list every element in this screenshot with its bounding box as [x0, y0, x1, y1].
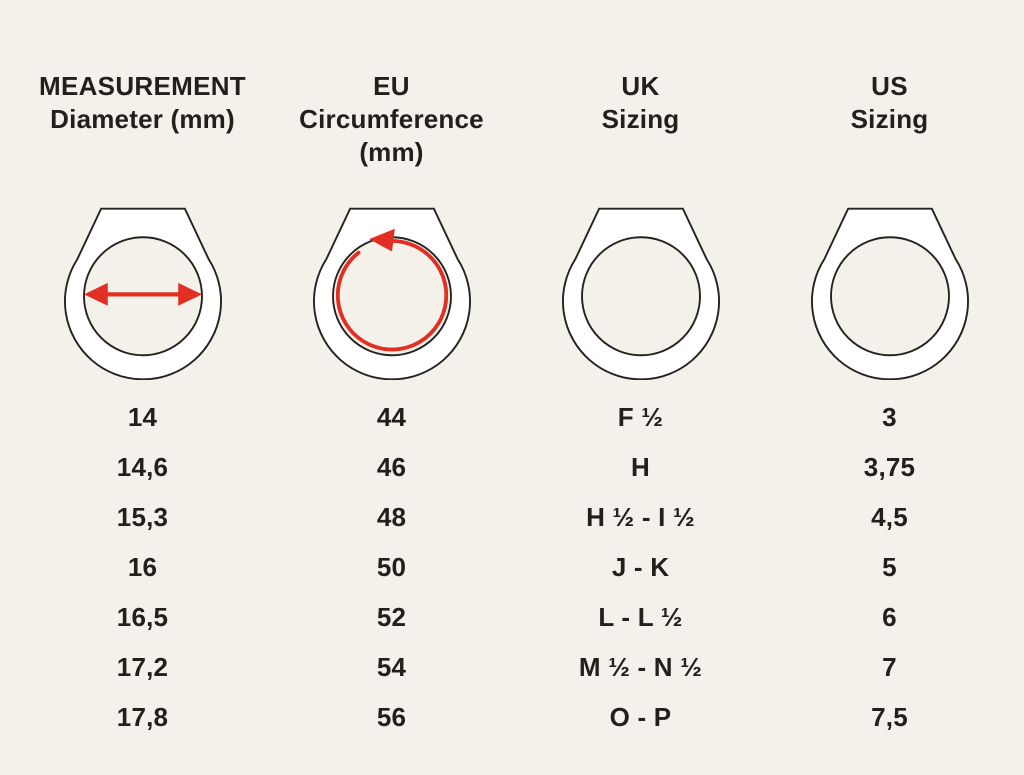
diameter-value: 16,5 [116, 601, 169, 632]
column-title-eu: EU [373, 71, 410, 101]
column-title-us: US [871, 71, 908, 101]
ring-illustration-eu [267, 203, 516, 380]
column-header-us: US Sizing [765, 70, 1014, 169]
column-header-uk: UK Sizing [516, 70, 765, 169]
eu-size-value: 52 [376, 601, 407, 632]
eu-size-value: 56 [376, 701, 407, 732]
ring-sizing-chart: MEASUREMENT Diameter (mm) EU Circumferen… [18, 0, 1014, 742]
diameter-arrow-icon [83, 282, 202, 306]
uk-size-value: J - K [611, 551, 670, 582]
diameter-value: 17,2 [116, 651, 169, 682]
circumference-arrow-icon [335, 228, 448, 352]
ring-with-diameter-arrow-icon [63, 207, 222, 380]
column-headers: MEASUREMENT Diameter (mm) EU Circumferen… [18, 70, 1014, 169]
size-conversion-table: 14 44 F ½ 3 14,6 46 H 3,75 15,3 48 H ½ -… [18, 392, 1014, 742]
ring-illustration-measurement [18, 203, 267, 380]
column-subtitle-diameter: Diameter (mm) [50, 104, 235, 134]
diameter-value: 15,3 [116, 501, 169, 532]
us-size-value: 5 [882, 551, 897, 582]
us-size-value: 3,75 [863, 451, 916, 482]
column-subtitle-circumference: Circumference (mm) [299, 104, 484, 167]
eu-size-value: 48 [376, 501, 407, 532]
ring-illustration-us [765, 203, 1014, 380]
column-header-measurement: MEASUREMENT Diameter (mm) [18, 70, 267, 169]
uk-size-value: H [631, 451, 650, 482]
plain-ring-icon [810, 207, 969, 380]
us-size-value: 7 [882, 651, 897, 682]
us-size-value: 6 [882, 601, 897, 632]
column-subtitle-us-sizing: Sizing [850, 104, 929, 134]
diameter-value: 17,8 [116, 701, 169, 732]
uk-size-value: H ½ - I ½ [586, 501, 695, 532]
column-title-measurement: MEASUREMENT [39, 71, 246, 101]
us-size-value: 3 [882, 401, 897, 432]
ring-illustration-uk [516, 203, 765, 380]
column-subtitle-uk-sizing: Sizing [601, 104, 680, 134]
uk-size-value: O - P [609, 701, 672, 732]
uk-size-value: M ½ - N ½ [578, 651, 703, 682]
uk-size-value: L - L ½ [598, 601, 683, 632]
eu-size-value: 44 [376, 401, 407, 432]
diameter-value: 16 [127, 551, 158, 582]
plain-ring-icon [561, 207, 720, 380]
us-size-value: 7,5 [871, 701, 908, 732]
eu-size-value: 50 [376, 551, 407, 582]
diameter-value: 14,6 [116, 451, 169, 482]
ring-with-circumference-arrow-icon [312, 207, 471, 380]
column-title-uk: UK [621, 71, 660, 101]
ring-illustrations [18, 169, 1014, 380]
diameter-value: 14 [127, 401, 158, 432]
eu-size-value: 54 [376, 651, 407, 682]
eu-size-value: 46 [376, 451, 407, 482]
uk-size-value: F ½ [617, 401, 664, 432]
us-size-value: 4,5 [871, 501, 908, 532]
column-header-eu: EU Circumference (mm) [267, 70, 516, 169]
